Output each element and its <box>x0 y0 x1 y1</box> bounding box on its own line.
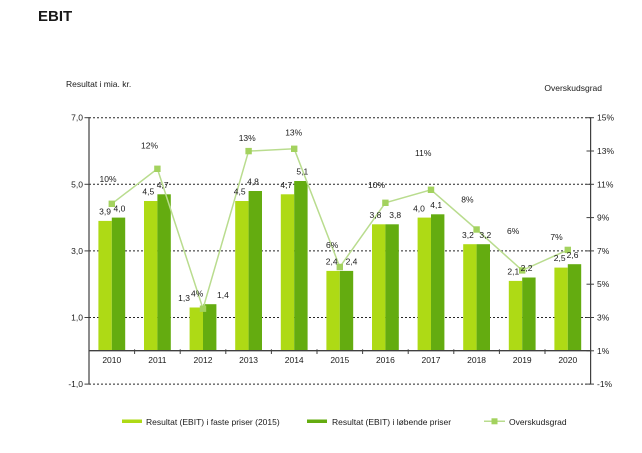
svg-text:-1,0: -1,0 <box>68 379 83 389</box>
svg-text:3,2: 3,2 <box>462 230 474 240</box>
svg-text:2015: 2015 <box>330 355 349 365</box>
svg-text:4,1: 4,1 <box>430 200 442 210</box>
svg-text:2,4: 2,4 <box>326 257 338 267</box>
svg-text:2020: 2020 <box>558 355 577 365</box>
svg-text:10%: 10% <box>368 180 385 190</box>
svg-text:5%: 5% <box>597 279 610 289</box>
svg-text:3,9: 3,9 <box>99 207 111 217</box>
svg-text:2019: 2019 <box>513 355 532 365</box>
svg-text:4%: 4% <box>191 288 204 298</box>
svg-text:12%: 12% <box>141 141 158 151</box>
svg-text:2,4: 2,4 <box>346 257 358 267</box>
svg-text:6%: 6% <box>507 226 520 236</box>
svg-text:13%: 13% <box>239 133 256 143</box>
svg-text:3%: 3% <box>597 313 610 323</box>
svg-text:4,0: 4,0 <box>413 203 425 213</box>
svg-text:4,5: 4,5 <box>142 187 154 197</box>
svg-text:2017: 2017 <box>422 355 441 365</box>
svg-text:2010: 2010 <box>102 355 121 365</box>
svg-text:2011: 2011 <box>148 355 167 365</box>
svg-text:Overskudsgrad: Overskudsgrad <box>509 417 567 427</box>
svg-text:Resultat (EBIT) i løbende pris: Resultat (EBIT) i løbende priser <box>332 417 451 427</box>
svg-text:-1%: -1% <box>597 379 613 389</box>
svg-text:2012: 2012 <box>194 355 213 365</box>
svg-text:2013: 2013 <box>239 355 258 365</box>
svg-text:2018: 2018 <box>467 355 486 365</box>
svg-text:Resultat i mia. kr.: Resultat i mia. kr. <box>66 79 131 89</box>
svg-text:5,0: 5,0 <box>71 179 83 189</box>
svg-text:2,1: 2,1 <box>507 267 519 277</box>
svg-text:9%: 9% <box>597 213 610 223</box>
svg-text:7%: 7% <box>550 232 563 242</box>
svg-text:15%: 15% <box>597 113 614 123</box>
svg-text:Resultat (EBIT) i faste priser: Resultat (EBIT) i faste priser (2015) <box>146 417 280 427</box>
svg-text:13%: 13% <box>285 128 302 138</box>
svg-text:2014: 2014 <box>285 355 304 365</box>
svg-text:4,0: 4,0 <box>113 203 125 213</box>
svg-text:EBIT: EBIT <box>38 8 72 25</box>
svg-text:7,0: 7,0 <box>71 113 83 123</box>
svg-text:7%: 7% <box>597 246 610 256</box>
svg-text:1%: 1% <box>597 346 610 356</box>
svg-text:1,0: 1,0 <box>71 313 83 323</box>
svg-text:10%: 10% <box>99 174 116 184</box>
svg-text:11%: 11% <box>415 148 432 158</box>
svg-text:4,5: 4,5 <box>234 187 246 197</box>
svg-text:2,5: 2,5 <box>554 253 566 263</box>
svg-text:4,7: 4,7 <box>280 180 292 190</box>
svg-text:4,7: 4,7 <box>157 180 169 190</box>
svg-text:8%: 8% <box>461 195 474 205</box>
svg-text:3,0: 3,0 <box>71 246 83 256</box>
svg-text:6%: 6% <box>326 240 339 250</box>
svg-text:1,3: 1,3 <box>178 293 190 303</box>
svg-text:Overskudsgrad: Overskudsgrad <box>544 83 602 93</box>
svg-text:3,8: 3,8 <box>369 210 381 220</box>
svg-text:4,8: 4,8 <box>247 177 259 187</box>
svg-text:3,2: 3,2 <box>479 230 491 240</box>
svg-text:5,1: 5,1 <box>296 167 308 177</box>
svg-text:13%: 13% <box>597 146 614 156</box>
svg-text:11%: 11% <box>597 179 614 189</box>
svg-text:2016: 2016 <box>376 355 395 365</box>
svg-text:1,4: 1,4 <box>217 290 229 300</box>
svg-text:2,2: 2,2 <box>521 263 533 273</box>
svg-text:3,8: 3,8 <box>389 210 401 220</box>
svg-text:2,6: 2,6 <box>567 250 579 260</box>
